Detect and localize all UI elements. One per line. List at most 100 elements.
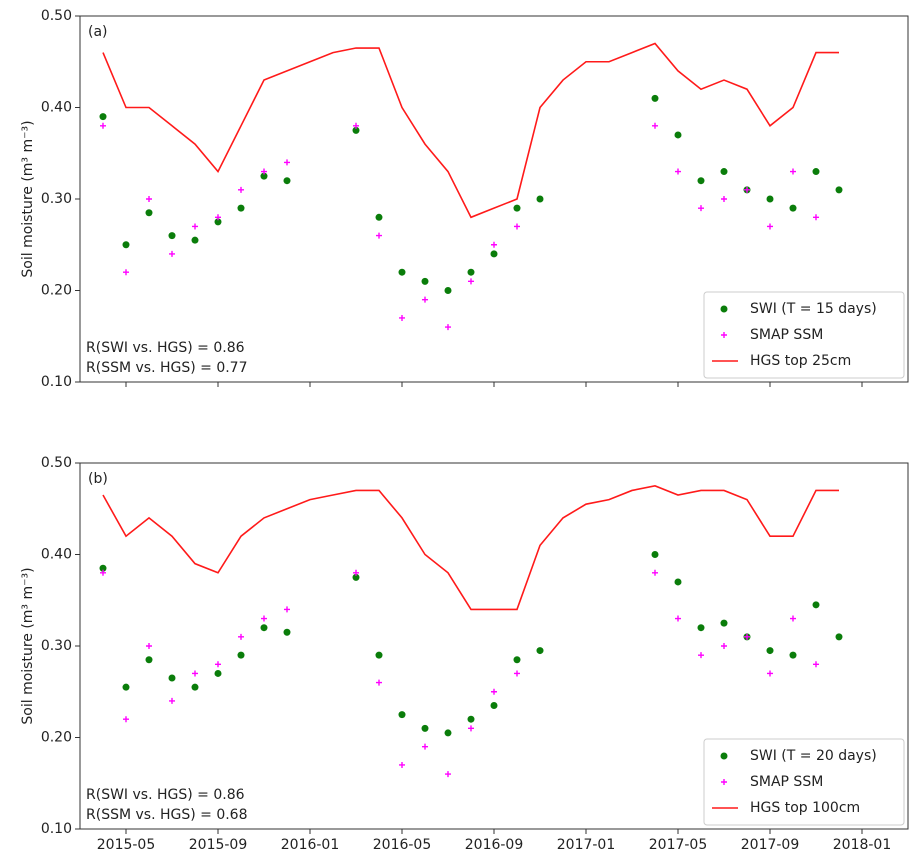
smap-point bbox=[146, 196, 152, 202]
smap-point bbox=[698, 652, 704, 659]
x-tick-label: 2017-09 bbox=[741, 837, 800, 853]
swi-point bbox=[237, 651, 245, 659]
swi-point bbox=[375, 213, 383, 221]
swi-point bbox=[352, 126, 360, 134]
smap-point bbox=[100, 569, 106, 576]
swi-point bbox=[812, 601, 820, 609]
smap-point bbox=[261, 615, 267, 622]
smap-point bbox=[422, 296, 428, 303]
smap-point bbox=[721, 196, 727, 202]
swi-point bbox=[835, 633, 843, 641]
x-tick-label: 2016-01 bbox=[281, 837, 340, 853]
swi-point bbox=[697, 177, 705, 185]
swi-point bbox=[260, 172, 268, 180]
smap-point bbox=[376, 679, 382, 686]
panel-label: (a) bbox=[88, 24, 108, 40]
smap-point bbox=[146, 643, 152, 649]
legend-key bbox=[721, 779, 727, 785]
smap-point bbox=[238, 633, 244, 640]
legend-label: SMAP SSM bbox=[750, 327, 823, 343]
legend-label: SMAP SSM bbox=[750, 774, 823, 790]
legend-label: HGS top 25cm bbox=[750, 353, 851, 369]
swi-point bbox=[467, 715, 475, 723]
swi-point bbox=[651, 551, 659, 558]
y-tick-label: 0.30 bbox=[41, 638, 72, 654]
annotation: R(SSM vs. HGS) = 0.77 bbox=[86, 360, 248, 376]
smap-point bbox=[491, 241, 497, 248]
smap-point bbox=[169, 697, 175, 704]
smap-point bbox=[790, 615, 796, 622]
smap-point bbox=[813, 214, 819, 221]
smap-point bbox=[468, 725, 474, 732]
y-tick-label: 0.10 bbox=[41, 821, 72, 837]
smap-point bbox=[445, 324, 451, 331]
smap-point bbox=[399, 314, 405, 321]
swi-point bbox=[536, 647, 544, 655]
smap-point bbox=[399, 761, 405, 768]
y-tick-label: 0.20 bbox=[41, 730, 72, 746]
smap-point bbox=[353, 122, 359, 129]
legend-key bbox=[720, 752, 728, 760]
smap-point bbox=[169, 250, 175, 257]
smap-point bbox=[123, 269, 129, 276]
smap-point bbox=[353, 569, 359, 576]
y-axis-label: Soil moisture (m³ m⁻³) bbox=[20, 120, 36, 277]
y-tick-label: 0.40 bbox=[41, 547, 72, 563]
swi-point bbox=[168, 674, 176, 682]
swi-point bbox=[122, 241, 130, 249]
swi-point bbox=[145, 209, 153, 217]
annotation: R(SWI vs. HGS) = 0.86 bbox=[86, 787, 245, 803]
smap-point bbox=[698, 205, 704, 212]
smap-point bbox=[675, 615, 681, 622]
smap-point bbox=[215, 661, 221, 668]
swi-point bbox=[490, 250, 498, 258]
swi-point bbox=[674, 578, 682, 586]
legend-key bbox=[720, 305, 728, 313]
swi-point bbox=[99, 113, 107, 121]
swi-point bbox=[720, 168, 728, 176]
swi-point bbox=[490, 701, 498, 709]
smap-point bbox=[514, 223, 520, 230]
legend-box bbox=[703, 291, 905, 379]
annotation: R(SWI vs. HGS) = 0.86 bbox=[86, 340, 245, 356]
swi-point bbox=[375, 651, 383, 659]
smap-point bbox=[445, 771, 451, 778]
smap-point bbox=[514, 670, 520, 677]
swi-point bbox=[145, 656, 153, 664]
x-tick-label: 2016-09 bbox=[465, 837, 524, 853]
y-tick-label: 0.40 bbox=[41, 100, 72, 116]
swi-point bbox=[674, 131, 682, 139]
legend-label: HGS top 100cm bbox=[750, 800, 860, 816]
swi-point bbox=[191, 683, 199, 691]
swi-point bbox=[789, 204, 797, 212]
smap-point bbox=[744, 633, 750, 640]
smap-point bbox=[284, 606, 290, 613]
x-tick-label: 2015-05 bbox=[97, 837, 156, 853]
swi-point bbox=[766, 647, 774, 655]
smap-point bbox=[422, 743, 428, 750]
smap-point bbox=[675, 168, 681, 175]
swi-point bbox=[421, 724, 429, 732]
y-axis-label: Soil moisture (m³ m⁻³) bbox=[20, 567, 36, 724]
x-tick-label: 2017-01 bbox=[557, 837, 616, 853]
swi-point bbox=[168, 232, 176, 240]
y-tick-label: 0.30 bbox=[41, 191, 72, 207]
smap-point bbox=[192, 223, 198, 230]
swi-point bbox=[283, 628, 291, 636]
smap-point bbox=[284, 159, 290, 166]
smap-point bbox=[721, 643, 727, 649]
legend-key bbox=[721, 332, 727, 338]
x-tick-label: 2018-01 bbox=[833, 837, 892, 853]
swi-point bbox=[99, 564, 107, 572]
swi-point bbox=[283, 177, 291, 185]
legend-box bbox=[703, 738, 905, 826]
smap-point bbox=[813, 661, 819, 668]
swi-point bbox=[214, 669, 222, 677]
y-tick-label: 0.10 bbox=[41, 374, 72, 390]
swi-point bbox=[513, 204, 521, 212]
smap-point bbox=[100, 122, 106, 129]
smap-point bbox=[790, 168, 796, 175]
swi-point bbox=[697, 624, 705, 632]
swi-point bbox=[766, 195, 774, 203]
